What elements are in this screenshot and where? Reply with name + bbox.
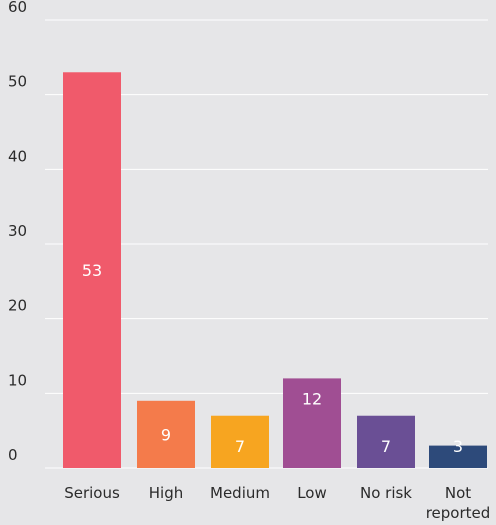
y-tick-label: 0 — [8, 446, 18, 464]
y-tick-label: 40 — [8, 147, 27, 165]
bar-serious — [63, 72, 121, 469]
y-axis-ticks: 0 10 20 30 40 50 60 — [8, 0, 27, 464]
data-label: 53 — [82, 261, 102, 280]
x-axis-ticks: Serious High Medium Low No risk Not reported — [64, 484, 490, 522]
y-tick-label: 60 — [8, 0, 27, 16]
y-tick-label: 50 — [8, 73, 27, 91]
bar-not-reported — [429, 445, 487, 468]
bar-low — [283, 378, 341, 468]
x-tick-label: Not reported — [426, 484, 491, 522]
data-label: 9 — [161, 425, 171, 444]
x-tick-label: High — [149, 484, 183, 502]
data-label: 12 — [302, 389, 322, 408]
data-labels: 53 9 7 12 7 3 — [82, 261, 463, 456]
y-tick-label: 30 — [8, 222, 27, 240]
bar-medium — [211, 415, 269, 468]
x-tick-label: Low — [297, 484, 327, 502]
y-tick-label: 10 — [8, 371, 27, 389]
data-label: 7 — [235, 437, 245, 456]
x-tick-label: Serious — [64, 484, 120, 502]
bar-high — [137, 400, 195, 468]
y-tick-label: 20 — [8, 297, 27, 315]
x-tick-label: No risk — [360, 484, 412, 502]
bar-no-risk — [357, 415, 415, 468]
data-label: 3 — [453, 437, 463, 456]
x-tick-label: Medium — [210, 484, 270, 502]
data-label: 7 — [381, 437, 391, 456]
bars — [63, 72, 487, 469]
